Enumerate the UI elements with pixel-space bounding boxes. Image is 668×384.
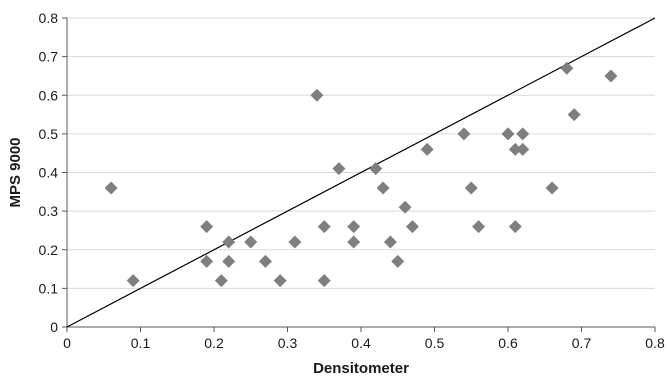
data-point — [501, 127, 515, 141]
data-point — [383, 235, 397, 249]
data-point — [222, 254, 236, 268]
x-tick-label: 0.2 — [204, 335, 224, 351]
x-tick-label: 0 — [63, 335, 71, 351]
data-point — [273, 274, 287, 288]
data-point — [508, 220, 522, 234]
data-point — [317, 274, 331, 288]
data-point — [126, 274, 140, 288]
data-point — [200, 254, 214, 268]
data-point — [347, 235, 361, 249]
y-tick-label: 0.2 — [39, 242, 59, 258]
data-points — [104, 61, 618, 288]
data-point — [104, 181, 118, 195]
reference-line-group — [66, 17, 656, 328]
data-point — [222, 235, 236, 249]
x-tick-label: 0.8 — [645, 335, 665, 351]
x-tick-label: 0.6 — [498, 335, 518, 351]
x-tick-label: 0.5 — [425, 335, 445, 351]
data-point — [560, 61, 574, 75]
data-point — [604, 69, 618, 83]
data-point — [516, 142, 530, 156]
y-tick-label: 0.1 — [39, 280, 59, 296]
data-point — [317, 220, 331, 234]
y-tick-label: 0.4 — [39, 165, 59, 181]
x-tick-label: 0.3 — [278, 335, 298, 351]
y-tick-label: 0.5 — [39, 126, 59, 142]
data-point — [200, 220, 214, 234]
data-point — [332, 162, 346, 176]
data-point — [244, 235, 258, 249]
y-tick-label: 0.3 — [39, 203, 59, 219]
y-tick-label: 0.6 — [39, 87, 59, 103]
data-point — [398, 200, 412, 214]
axes — [62, 17, 656, 332]
data-point — [516, 127, 530, 141]
data-point — [391, 254, 405, 268]
x-axis-title: Densitometer — [313, 360, 409, 377]
y-axis-title: MPS 9000 — [7, 137, 24, 207]
data-point — [310, 88, 324, 102]
data-point — [545, 181, 559, 195]
y-tick-label: 0.7 — [39, 49, 59, 65]
data-point — [214, 274, 228, 288]
y-tick-label: 0 — [50, 319, 58, 335]
data-point — [369, 162, 383, 176]
data-point — [376, 181, 390, 195]
data-point — [457, 127, 471, 141]
data-point — [472, 220, 486, 234]
data-point — [347, 220, 361, 234]
y-tick-label: 0.8 — [39, 10, 59, 26]
x-tick-label: 0.1 — [131, 335, 151, 351]
data-point — [508, 142, 522, 156]
x-tick-label: 0.7 — [572, 335, 592, 351]
tick-labels: 0 0.1 0.2 0.3 0.4 0.5 0.6 0.7 0.8 0 0.1 0.2 0.3 0.4 0.… — [39, 10, 665, 351]
x-tick-label: 0.4 — [351, 335, 371, 351]
reference-line — [66, 17, 656, 328]
data-point — [258, 254, 272, 268]
gridlines — [67, 17, 655, 289]
data-point — [567, 108, 581, 122]
data-point — [405, 220, 419, 234]
data-point — [464, 181, 478, 195]
data-point — [420, 142, 434, 156]
data-point — [288, 235, 302, 249]
